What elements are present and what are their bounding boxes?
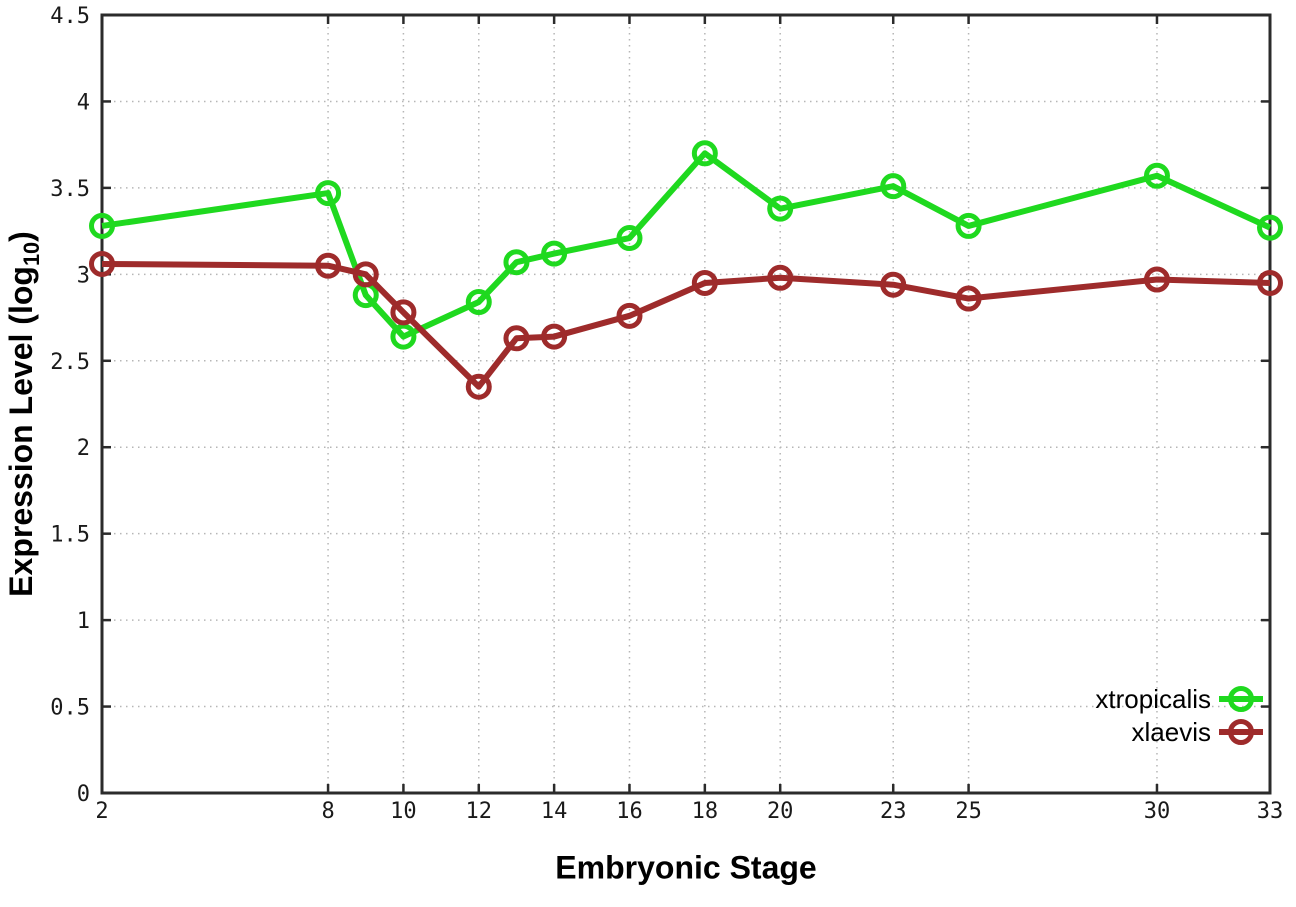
y-tick-label: 4.5	[50, 4, 90, 29]
x-tick-label: 18	[692, 799, 719, 824]
data-point-xlaevis-stage-13	[503, 325, 530, 352]
data-point-xtropicalis-stage-18	[691, 140, 718, 167]
data-point-xtropicalis-stage-25	[955, 212, 982, 239]
x-tick-label: 30	[1144, 799, 1171, 824]
data-point-xtropicalis-stage-16	[616, 225, 643, 252]
x-tick-label: 14	[541, 799, 568, 824]
data-point-xtropicalis-stage-20	[767, 195, 794, 222]
data-point-xtropicalis-stage-10	[390, 323, 417, 350]
x-axis-title: Embryonic Stage	[555, 849, 817, 886]
data-point-xtropicalis-stage-14	[541, 240, 568, 267]
x-tick-label: 12	[466, 799, 493, 824]
x-tick-label: 25	[955, 799, 982, 824]
legend-label-xtropicalis: xtropicalis	[1095, 684, 1211, 714]
x-tick-label: 23	[880, 799, 907, 824]
data-point-xlaevis-stage-10	[390, 299, 417, 326]
data-point-xlaevis-stage-9	[352, 261, 379, 288]
series-line-xlaevis	[101, 260, 1271, 390]
data-point-xtropicalis-stage-23	[880, 173, 907, 200]
x-tick-label: 20	[767, 799, 794, 824]
data-point-xtropicalis-stage-2	[89, 212, 115, 239]
data-point-xtropicalis-stage-8	[315, 180, 342, 207]
data-point-xlaevis-stage-14	[541, 323, 568, 350]
plot-border	[100, 13, 1272, 795]
x-tick-label: 8	[321, 799, 334, 824]
y-tick-label: 1	[77, 609, 90, 634]
legend-marker-xlaevis	[1228, 719, 1254, 745]
y-tick-label: 2	[77, 436, 90, 461]
x-tick-label: 10	[390, 799, 417, 824]
data-point-xlaevis-stage-12	[465, 373, 492, 400]
data-point-xlaevis-stage-20	[767, 264, 794, 291]
data-point-xtropicalis-stage-33	[1257, 214, 1283, 241]
data-point-xlaevis-stage-23	[880, 271, 907, 298]
series-line-xtropicalis	[101, 150, 1272, 340]
data-point-xlaevis-stage-25	[955, 285, 982, 312]
x-tick-label: 2	[95, 799, 108, 824]
legend-label-xlaevis: xlaevis	[1132, 717, 1211, 747]
y-tick-label: 3.5	[50, 177, 90, 202]
data-point-xlaevis-stage-2	[89, 250, 115, 277]
x-tick-label: 33	[1257, 799, 1284, 824]
data-point-xtropicalis-stage-30	[1143, 162, 1170, 189]
y-axis-title-close: )	[3, 231, 40, 242]
y-axis-title-text: Expression Level (log	[3, 266, 40, 597]
y-tick-label: 0	[77, 782, 90, 807]
data-point-xtropicalis-stage-12	[465, 288, 492, 315]
y-axis-title: Expression Level (log10)	[3, 231, 45, 597]
x-tick-label: 16	[616, 799, 643, 824]
data-point-xlaevis-stage-18	[691, 269, 718, 296]
data-point-xlaevis-stage-16	[616, 302, 643, 329]
y-axis-title-subscript: 10	[18, 241, 44, 267]
data-point-xtropicalis-stage-13	[503, 249, 530, 276]
data-point-xlaevis-stage-30	[1143, 266, 1170, 293]
data-point-xlaevis-stage-8	[315, 252, 342, 279]
y-tick-label: 1.5	[50, 523, 90, 548]
y-tick-label: 3	[77, 263, 90, 288]
y-tick-label: 4	[77, 90, 90, 115]
data-point-xlaevis-stage-33	[1257, 269, 1283, 296]
y-tick-label: 0.5	[50, 696, 90, 721]
y-tick-label: 2.5	[50, 350, 90, 375]
legend-marker-xtropicalis	[1228, 686, 1254, 712]
